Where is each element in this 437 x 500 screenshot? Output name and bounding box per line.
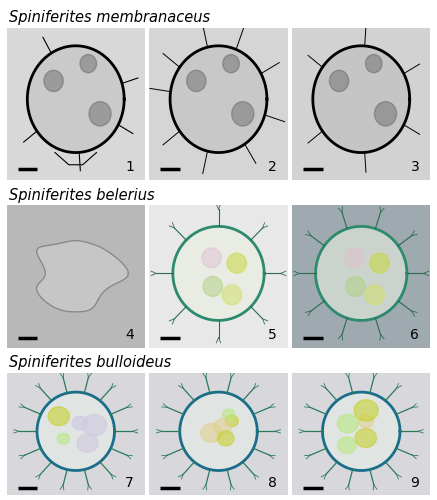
Circle shape	[187, 70, 206, 92]
Circle shape	[338, 437, 356, 454]
Circle shape	[48, 407, 69, 426]
Circle shape	[214, 418, 232, 434]
Circle shape	[375, 102, 397, 126]
Text: Spiniferites bulloideus: Spiniferites bulloideus	[9, 355, 171, 370]
Text: 2: 2	[268, 160, 277, 174]
Circle shape	[232, 102, 254, 126]
Text: 4: 4	[125, 328, 134, 342]
Text: 1: 1	[125, 160, 134, 174]
Circle shape	[223, 54, 239, 73]
Text: 9: 9	[410, 476, 420, 490]
Circle shape	[313, 46, 410, 152]
Ellipse shape	[180, 392, 257, 470]
Circle shape	[173, 226, 264, 320]
Circle shape	[202, 248, 221, 268]
Circle shape	[222, 285, 242, 305]
Circle shape	[77, 434, 98, 452]
Text: 7: 7	[125, 476, 134, 490]
Text: Spiniferites belerius: Spiniferites belerius	[9, 188, 154, 202]
Circle shape	[329, 70, 349, 92]
Circle shape	[359, 415, 374, 428]
Circle shape	[370, 253, 389, 273]
Circle shape	[345, 248, 364, 268]
Ellipse shape	[37, 392, 114, 470]
Circle shape	[203, 276, 222, 296]
Circle shape	[80, 54, 97, 73]
Circle shape	[222, 409, 235, 420]
Circle shape	[354, 400, 378, 421]
Text: 5: 5	[268, 328, 277, 342]
Circle shape	[227, 253, 246, 273]
Circle shape	[225, 415, 238, 426]
Circle shape	[89, 102, 111, 126]
Circle shape	[73, 416, 88, 430]
Circle shape	[346, 276, 365, 296]
Circle shape	[57, 434, 70, 444]
Circle shape	[355, 428, 376, 448]
Polygon shape	[37, 240, 128, 312]
Text: 8: 8	[268, 476, 277, 490]
Ellipse shape	[323, 392, 400, 470]
Circle shape	[365, 285, 385, 305]
Text: 3: 3	[411, 160, 420, 174]
Circle shape	[218, 431, 234, 446]
Circle shape	[365, 54, 382, 73]
Circle shape	[28, 46, 124, 152]
Circle shape	[201, 424, 222, 442]
Circle shape	[337, 414, 358, 433]
Text: 6: 6	[410, 328, 420, 342]
Text: Spiniferites membranaceus: Spiniferites membranaceus	[9, 10, 210, 25]
Circle shape	[170, 46, 267, 152]
Circle shape	[44, 70, 63, 92]
Circle shape	[83, 414, 107, 436]
Circle shape	[316, 226, 407, 320]
